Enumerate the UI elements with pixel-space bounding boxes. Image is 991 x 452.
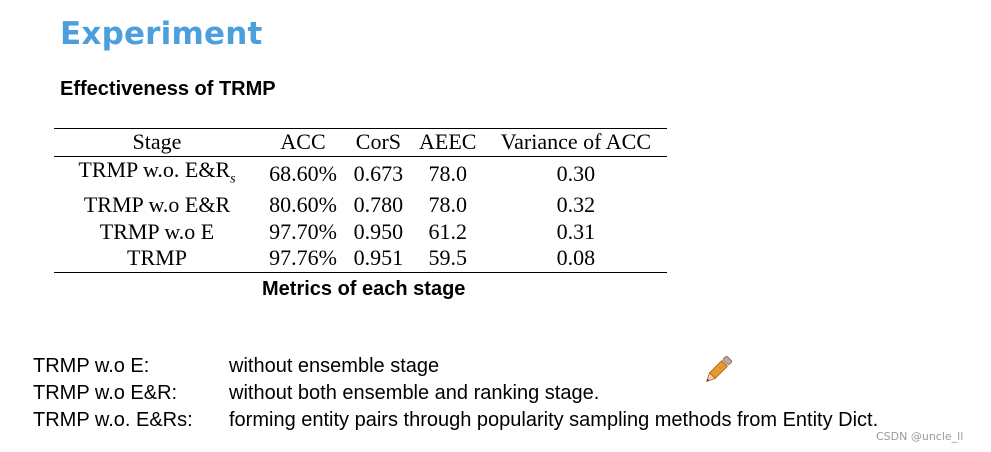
metrics-table: Stage ACC CorS AEEC Variance of ACC TRMP… [54, 128, 667, 273]
variance-cell: 0.08 [556, 245, 596, 271]
aeec-cell: 78.0 [428, 192, 468, 218]
acc-cell: 68.60% [269, 161, 337, 187]
variance-cell: 0.30 [556, 161, 596, 187]
aeec-cell: 59.5 [428, 245, 468, 271]
note-description: without ensemble stage [229, 355, 440, 377]
section-subtitle: Effectiveness of TRMP [60, 78, 276, 100]
note-term: TRMP w.o E&R: [33, 382, 178, 404]
stage-subscript: s [230, 170, 236, 186]
stage-cell: TRMP [127, 245, 187, 271]
column-header-acc: ACC [280, 129, 326, 154]
table-caption: Metrics of each stage [262, 278, 466, 300]
note-description: forming entity pairs through popularity … [229, 409, 879, 431]
column-header-aeec: AEEC [419, 129, 477, 154]
stage-cell: TRMP w.o E&R [83, 192, 231, 218]
table-row: TRMP w.o. E&Rs 68.60% 0.673 78.0 0.30 [54, 156, 667, 192]
note-description: without both ensemble and ranking stage. [229, 382, 600, 404]
stage-label: TRMP w.o. E&R [78, 156, 231, 182]
variance-cell: 0.32 [556, 192, 596, 218]
slide-title: Experiment [60, 16, 263, 52]
acc-cell: 80.60% [269, 192, 337, 218]
cors-cell: 0.951 [353, 245, 404, 271]
aeec-cell: 61.2 [428, 218, 468, 244]
list-item: TRMP w.o E&R: without both ensemble and r… [33, 380, 878, 407]
note-term: TRMP w.o. E&Rs: [33, 409, 193, 431]
column-header-stage: Stage [132, 129, 182, 154]
abbreviation-notes: TRMP w.o E: without ensemble stage TRMP w… [33, 353, 878, 434]
acc-cell: 97.76% [269, 245, 337, 271]
cors-cell: 0.780 [353, 192, 404, 218]
stage-cell: TRMP w.o. E&Rs [54, 156, 260, 192]
note-term: TRMP w.o E: [33, 355, 150, 377]
acc-cell: 97.70% [269, 218, 337, 244]
watermark: CSDN @uncle_ll [876, 430, 964, 443]
cors-cell: 0.673 [353, 161, 404, 187]
list-item: TRMP w.o E: without ensemble stage [33, 353, 878, 380]
cors-cell: 0.950 [353, 218, 404, 244]
pencil-icon [706, 356, 732, 382]
table-row: TRMP w.o E 97.70% 0.950 61.2 0.31 [54, 219, 667, 246]
stage-cell: TRMP w.o E [99, 218, 215, 244]
column-header-cors: CorS [355, 129, 402, 154]
list-item: TRMP w.o. E&Rs: forming entity pairs thro… [33, 407, 878, 434]
table-row: TRMP 97.76% 0.951 59.5 0.08 [54, 245, 667, 273]
table-header-row: Stage ACC CorS AEEC Variance of ACC [54, 128, 667, 156]
table-row: TRMP w.o E&R 80.60% 0.780 78.0 0.32 [54, 192, 667, 219]
aeec-cell: 78.0 [428, 161, 468, 187]
variance-cell: 0.31 [556, 218, 596, 244]
column-header-variance: Variance of ACC [500, 129, 652, 154]
